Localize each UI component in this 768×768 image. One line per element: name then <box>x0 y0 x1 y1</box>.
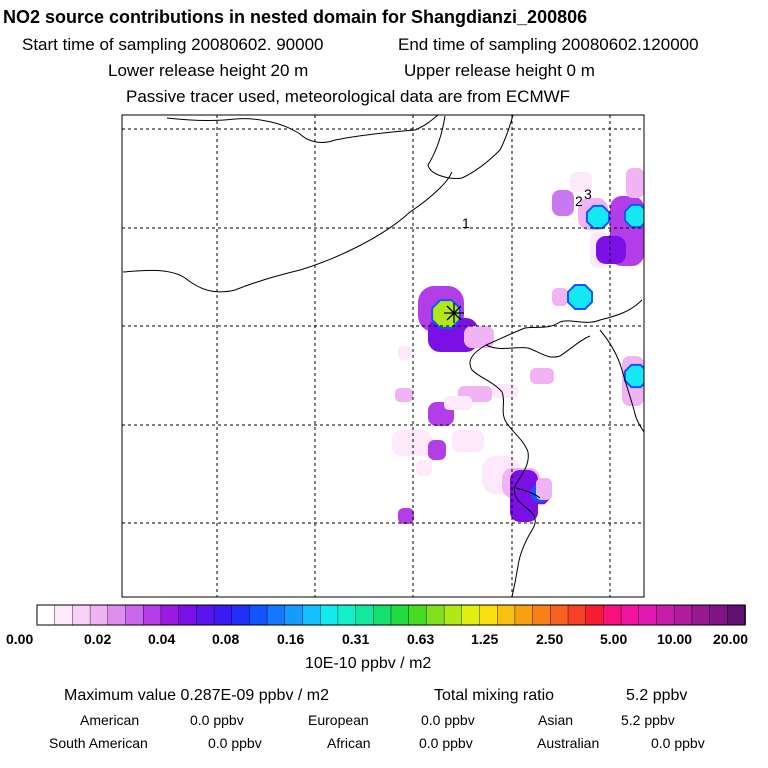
end-time-label: End time of sampling 20080602.120000 <box>398 35 699 54</box>
border-inner-mongolia <box>122 171 453 293</box>
legend-tick: 0.31 <box>342 631 370 647</box>
field-cell <box>530 368 554 384</box>
map-label-1: 1 <box>462 215 470 231</box>
coastline-bohai <box>485 335 591 358</box>
legend-tick: 10.00 <box>657 631 693 647</box>
field-peak <box>431 299 461 329</box>
maximum-value-label: Maximum value 0.287E-09 ppbv / m2 <box>64 687 330 704</box>
legend-tick: 0.02 <box>84 631 112 647</box>
border-northeast <box>427 115 514 179</box>
field-cell <box>416 460 432 476</box>
legend-tick: 5.00 <box>600 631 628 647</box>
asian-label: Asian <box>538 712 574 728</box>
american-value: 0.0 ppbv <box>190 712 244 728</box>
upper-release-label: Upper release height 0 m <box>404 61 595 80</box>
total-mixing-ratio-label: Total mixing ratio <box>434 687 555 704</box>
start-time-label: Start time of sampling 20080602. 90000 <box>22 35 324 54</box>
legend-tick: 20.00 <box>713 631 749 647</box>
european-value: 0.0 ppbv <box>421 712 475 728</box>
field-hotspot <box>623 363 644 389</box>
lower-release-label: Lower release height 20 m <box>108 61 309 80</box>
field-cell <box>428 440 446 460</box>
coastline-korea <box>599 329 644 433</box>
legend-tick: 0.08 <box>212 631 240 647</box>
african-label: African <box>327 735 371 751</box>
lat-lon-grid <box>122 115 644 597</box>
coastline-east <box>469 299 643 597</box>
european-label: European <box>308 712 369 728</box>
australian-label: Australian <box>537 735 600 751</box>
coastline-borders <box>122 115 644 597</box>
total-mixing-ratio-value: 5.2 ppbv <box>626 687 688 704</box>
field-hotspot <box>567 284 593 310</box>
field-hotspot <box>585 204 611 230</box>
field-cell <box>626 168 644 198</box>
chart-title: NO2 source contributions in nested domai… <box>3 7 588 27</box>
map-frame <box>121 114 645 598</box>
field-cell <box>398 508 414 524</box>
legend-tick: 0.16 <box>277 631 305 647</box>
border-north <box>166 115 439 143</box>
legend-tick: 0.63 <box>407 631 435 647</box>
asian-value: 5.2 ppbv <box>621 712 675 728</box>
legend-tick: 1.25 <box>471 631 499 647</box>
african-value: 0.0 ppbv <box>419 735 473 751</box>
map-label-3: 3 <box>584 186 592 202</box>
south-american-value: 0.0 ppbv <box>208 735 262 751</box>
legend-tick: 0.04 <box>148 631 176 647</box>
south-american-label: South American <box>49 735 148 751</box>
field-cell <box>552 190 574 216</box>
river-yangtze <box>515 487 541 499</box>
legend-tick: 2.50 <box>536 631 564 647</box>
field-cell <box>464 326 494 348</box>
american-label: American <box>80 712 140 728</box>
legend-tick: 0.00 <box>6 631 34 647</box>
field-cell <box>392 430 432 456</box>
concentration-field: 1 2 3 <box>122 115 644 597</box>
colorbar-unit-label: 10E-10 ppbv / m2 <box>305 655 432 672</box>
australian-value: 0.0 ppbv <box>651 735 705 751</box>
field-cell <box>444 396 472 410</box>
field-cell <box>570 172 592 192</box>
field-cell <box>395 388 413 402</box>
field-cell <box>452 430 484 452</box>
field-hotspot <box>623 203 644 229</box>
map-label-2: 2 <box>575 193 583 209</box>
tracer-note: Passive tracer used, meteorological data… <box>126 87 571 106</box>
field-cell <box>596 236 626 264</box>
field-cell <box>398 346 412 360</box>
station-asterisk-marker <box>444 303 464 323</box>
field-cell <box>552 288 568 306</box>
field-cell <box>536 478 552 500</box>
